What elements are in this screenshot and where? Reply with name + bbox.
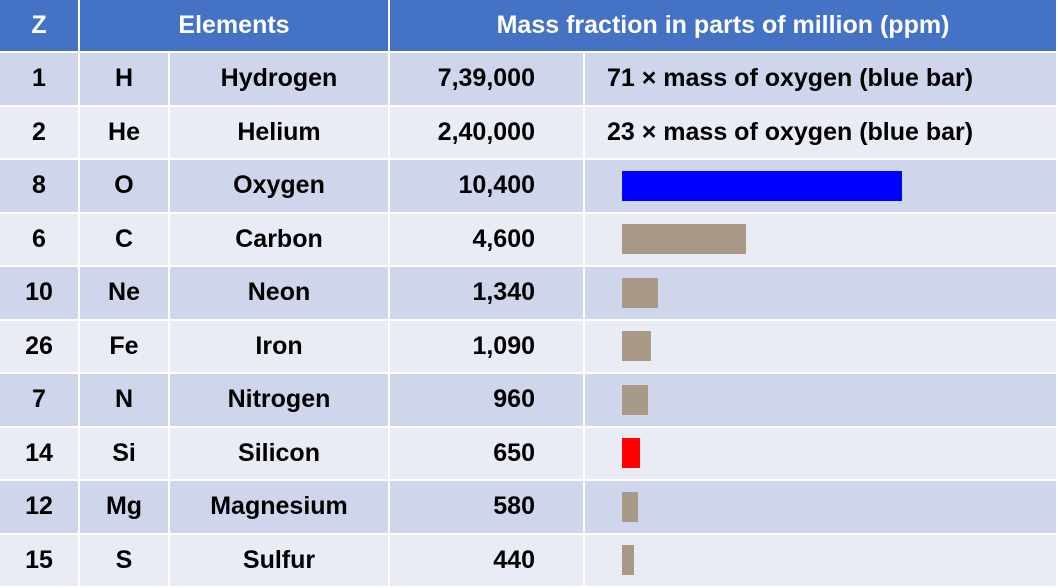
mass-bar	[622, 170, 902, 201]
bar-cell	[585, 320, 1058, 374]
name-cell: Helium	[170, 106, 390, 160]
symbol-cell: S	[80, 534, 170, 588]
name-cell: Sulfur	[170, 534, 390, 588]
mass-cell: 580	[390, 481, 585, 535]
note-cell: 23 × mass of oxygen (blue bar)	[585, 106, 1058, 160]
z-cell: 7	[0, 374, 80, 428]
bar-cell	[585, 481, 1058, 535]
mass-cell: 4,600	[390, 213, 585, 267]
z-cell: 6	[0, 213, 80, 267]
symbol-cell: C	[80, 213, 170, 267]
header-cell: Z	[0, 0, 80, 53]
z-cell: 26	[0, 320, 80, 374]
mass-cell: 1,090	[390, 320, 585, 374]
name-cell: Silicon	[170, 427, 390, 481]
mass-bar	[622, 491, 638, 522]
z-cell: 10	[0, 267, 80, 321]
note-cell: 71 × mass of oxygen (blue bar)	[585, 53, 1058, 107]
mass-bar	[622, 384, 648, 415]
bar-cell	[585, 374, 1058, 428]
mass-cell: 7,39,000	[390, 53, 585, 107]
mass-bar	[622, 277, 659, 308]
z-cell: 2	[0, 106, 80, 160]
symbol-cell: He	[80, 106, 170, 160]
symbol-cell: Si	[80, 427, 170, 481]
name-cell: Carbon	[170, 213, 390, 267]
mass-cell: 10,400	[390, 160, 585, 214]
mass-cell: 2,40,000	[390, 106, 585, 160]
mass-bar	[622, 224, 746, 255]
z-cell: 1	[0, 53, 80, 107]
symbol-cell: N	[80, 374, 170, 428]
symbol-cell: Fe	[80, 320, 170, 374]
name-cell: Magnesium	[170, 481, 390, 535]
symbol-cell: O	[80, 160, 170, 214]
z-cell: 12	[0, 481, 80, 535]
mass-bar	[622, 545, 634, 576]
name-cell: Oxygen	[170, 160, 390, 214]
mass-cell: 960	[390, 374, 585, 428]
bar-cell	[585, 534, 1058, 588]
symbol-cell: Mg	[80, 481, 170, 535]
bar-cell	[585, 267, 1058, 321]
name-cell: Neon	[170, 267, 390, 321]
symbol-cell: H	[80, 53, 170, 107]
mass-bar	[622, 438, 640, 469]
mass-bar	[622, 331, 652, 362]
mass-cell: 440	[390, 534, 585, 588]
name-cell: Hydrogen	[170, 53, 390, 107]
mass-cell: 650	[390, 427, 585, 481]
name-cell: Iron	[170, 320, 390, 374]
header-cell: Mass fraction in parts of million (ppm)	[390, 0, 1058, 53]
header-cell: Elements	[80, 0, 390, 53]
z-cell: 15	[0, 534, 80, 588]
z-cell: 14	[0, 427, 80, 481]
mass-cell: 1,340	[390, 267, 585, 321]
symbol-cell: Ne	[80, 267, 170, 321]
name-cell: Nitrogen	[170, 374, 390, 428]
z-cell: 8	[0, 160, 80, 214]
bar-cell	[585, 427, 1058, 481]
